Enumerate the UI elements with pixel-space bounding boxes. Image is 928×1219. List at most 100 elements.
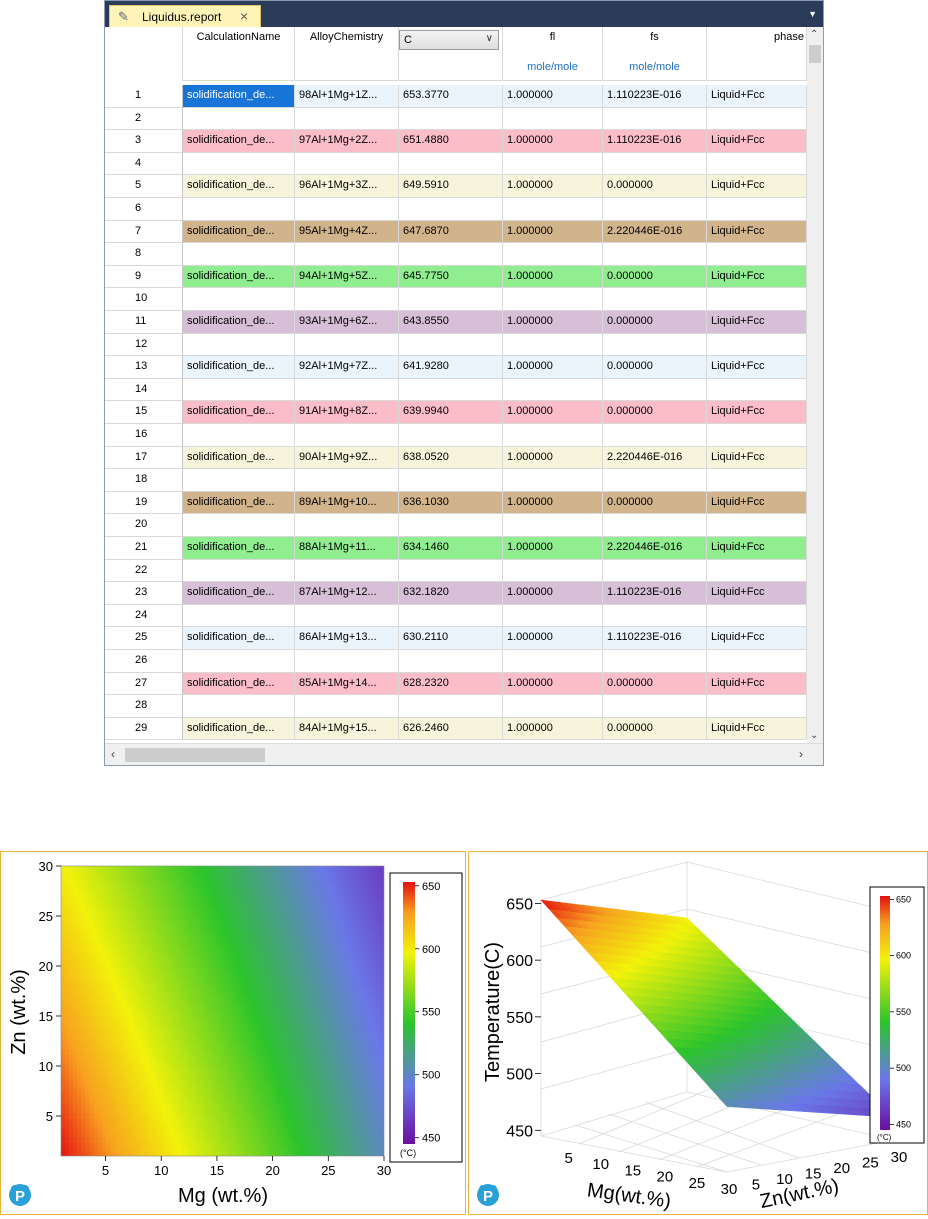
table-cell-alloy-chemistry[interactable]: 96Al+1Mg+3Z...: [295, 175, 399, 198]
row-number[interactable]: 18: [105, 469, 183, 492]
table-cell-alloy-chemistry[interactable]: 90Al+1Mg+9Z...: [295, 446, 399, 470]
table-cell-empty[interactable]: [399, 107, 503, 131]
table-cell-empty[interactable]: [295, 107, 399, 131]
table-cell-alloy-chemistry[interactable]: 95Al+1Mg+4Z...: [295, 220, 399, 244]
table-cell-fs[interactable]: 1.110223E-016: [603, 627, 707, 650]
table-cell-empty[interactable]: [399, 469, 503, 492]
row-number[interactable]: 4: [105, 152, 183, 176]
row-number[interactable]: 3: [105, 130, 183, 153]
table-cell-empty[interactable]: [399, 243, 503, 266]
table-cell-empty[interactable]: [399, 650, 503, 673]
table-cell-fs[interactable]: 1.110223E-016: [603, 130, 707, 153]
table-cell-empty[interactable]: [183, 424, 295, 447]
table-cell-empty[interactable]: [295, 559, 399, 583]
column-header-fl[interactable]: fl: [503, 27, 603, 57]
table-cell-phase[interactable]: Liquid+Fcc: [707, 356, 807, 379]
table-cell-empty[interactable]: [603, 604, 707, 628]
table-cell-phase[interactable]: Liquid+Fcc: [707, 627, 807, 650]
table-cell-empty[interactable]: [183, 333, 295, 357]
table-cell-alloy-chemistry[interactable]: 94Al+1Mg+5Z...: [295, 265, 399, 289]
table-cell-empty[interactable]: [295, 604, 399, 628]
table-cell-phase[interactable]: Liquid+Fcc: [707, 311, 807, 334]
row-number[interactable]: 20: [105, 514, 183, 537]
table-cell-calculation-name[interactable]: solidification_de...: [183, 130, 295, 153]
table-cell-empty[interactable]: [295, 424, 399, 447]
table-cell-calculation-name[interactable]: solidification_de...: [183, 627, 295, 650]
table-cell-phase[interactable]: Liquid+Fcc: [707, 265, 807, 289]
table-cell-fs[interactable]: 2.220446E-016: [603, 537, 707, 560]
table-cell-phase[interactable]: Liquid+Fcc: [707, 220, 807, 244]
table-cell-temperature[interactable]: 647.6870: [399, 220, 503, 244]
table-cell-phase[interactable]: Liquid+Fcc: [707, 446, 807, 470]
table-cell-temperature[interactable]: 628.2320: [399, 672, 503, 696]
table-cell-empty[interactable]: [183, 378, 295, 402]
row-number[interactable]: 9: [105, 265, 183, 289]
table-cell-fs[interactable]: 1.110223E-016: [603, 85, 707, 108]
row-number[interactable]: 13: [105, 356, 183, 379]
table-cell-empty[interactable]: [399, 378, 503, 402]
table-cell-alloy-chemistry[interactable]: 97Al+1Mg+2Z...: [295, 130, 399, 153]
table-cell-empty[interactable]: [707, 198, 807, 221]
row-number[interactable]: 25: [105, 627, 183, 650]
table-cell-empty[interactable]: [399, 198, 503, 221]
table-cell-empty[interactable]: [603, 469, 707, 492]
table-cell-empty[interactable]: [707, 559, 807, 583]
table-cell-empty[interactable]: [707, 152, 807, 176]
vertical-scrollbar[interactable]: ⌃ ⌄: [807, 27, 823, 743]
table-cell-fs[interactable]: 0.000000: [603, 717, 707, 741]
row-number[interactable]: 6: [105, 198, 183, 221]
table-cell-phase[interactable]: Liquid+Fcc: [707, 491, 807, 515]
row-number[interactable]: 8: [105, 243, 183, 266]
table-cell-empty[interactable]: [399, 152, 503, 176]
table-cell-calculation-name[interactable]: solidification_de...: [183, 85, 295, 108]
table-cell-fs[interactable]: 2.220446E-016: [603, 446, 707, 470]
table-cell-phase[interactable]: Liquid+Fcc: [707, 717, 807, 741]
table-cell-empty[interactable]: [503, 695, 603, 718]
table-cell-empty[interactable]: [183, 288, 295, 311]
table-cell-fs[interactable]: 0.000000: [603, 265, 707, 289]
table-cell-empty[interactable]: [183, 107, 295, 131]
table-cell-alloy-chemistry[interactable]: 84Al+1Mg+15...: [295, 717, 399, 741]
table-cell-fl[interactable]: 1.000000: [503, 537, 603, 560]
table-cell-calculation-name[interactable]: solidification_de...: [183, 582, 295, 605]
table-cell-empty[interactable]: [707, 514, 807, 537]
table-cell-calculation-name[interactable]: solidification_de...: [183, 401, 295, 424]
table-cell-empty[interactable]: [399, 604, 503, 628]
table-cell-alloy-chemistry[interactable]: 86Al+1Mg+13...: [295, 627, 399, 650]
row-number[interactable]: 27: [105, 672, 183, 696]
row-number[interactable]: 11: [105, 311, 183, 334]
table-cell-phase[interactable]: Liquid+Fcc: [707, 672, 807, 696]
table-cell-fl[interactable]: 1.000000: [503, 582, 603, 605]
table-cell-temperature[interactable]: 632.1820: [399, 582, 503, 605]
table-cell-calculation-name[interactable]: solidification_de...: [183, 537, 295, 560]
table-cell-phase[interactable]: Liquid+Fcc: [707, 537, 807, 560]
row-number[interactable]: 19: [105, 491, 183, 515]
table-cell-empty[interactable]: [707, 469, 807, 492]
table-cell-fs[interactable]: 0.000000: [603, 491, 707, 515]
table-cell-fl[interactable]: 1.000000: [503, 401, 603, 424]
table-cell-phase[interactable]: Liquid+Fcc: [707, 85, 807, 108]
table-cell-temperature[interactable]: 639.9940: [399, 401, 503, 424]
table-cell-temperature[interactable]: 626.2460: [399, 717, 503, 741]
table-cell-temperature[interactable]: 630.2110: [399, 627, 503, 650]
table-cell-empty[interactable]: [183, 198, 295, 221]
table-cell-empty[interactable]: [707, 333, 807, 357]
table-cell-calculation-name[interactable]: solidification_de...: [183, 220, 295, 244]
table-cell-empty[interactable]: [183, 469, 295, 492]
table-cell-empty[interactable]: [183, 695, 295, 718]
row-number[interactable]: 23: [105, 582, 183, 605]
table-cell-temperature[interactable]: 641.9280: [399, 356, 503, 379]
table-cell-empty[interactable]: [603, 650, 707, 673]
row-number[interactable]: 28: [105, 695, 183, 718]
table-cell-empty[interactable]: [399, 514, 503, 537]
table-cell-fs[interactable]: 0.000000: [603, 311, 707, 334]
table-cell-alloy-chemistry[interactable]: 93Al+1Mg+6Z...: [295, 311, 399, 334]
table-cell-empty[interactable]: [603, 424, 707, 447]
table-cell-fl[interactable]: 1.000000: [503, 672, 603, 696]
table-cell-fl[interactable]: 1.000000: [503, 446, 603, 470]
table-cell-fl[interactable]: 1.000000: [503, 220, 603, 244]
table-cell-empty[interactable]: [707, 243, 807, 266]
column-header-calculation-name[interactable]: CalculationName: [183, 27, 295, 57]
table-cell-empty[interactable]: [603, 288, 707, 311]
table-cell-calculation-name[interactable]: solidification_de...: [183, 175, 295, 198]
